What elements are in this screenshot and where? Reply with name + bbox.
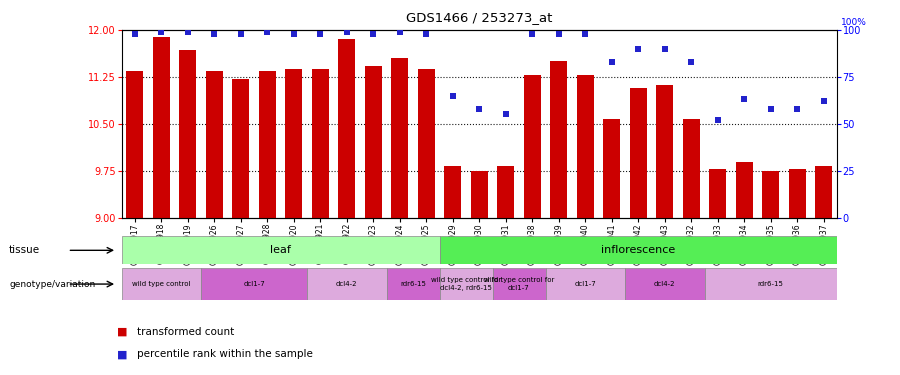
Bar xyxy=(735,162,753,218)
Bar xyxy=(364,66,382,218)
Point xyxy=(128,31,142,37)
Text: dcl1-7: dcl1-7 xyxy=(574,281,596,287)
Bar xyxy=(705,268,837,300)
Bar xyxy=(682,119,700,218)
Bar xyxy=(444,166,462,218)
Point xyxy=(181,29,195,35)
Bar xyxy=(201,268,307,300)
Text: percentile rank within the sample: percentile rank within the sample xyxy=(137,350,312,359)
Text: wild type control for
dcl4-2, rdr6-15: wild type control for dcl4-2, rdr6-15 xyxy=(431,278,501,291)
Bar xyxy=(392,58,409,217)
Bar xyxy=(258,70,276,217)
Text: genotype/variation: genotype/variation xyxy=(9,280,95,289)
Point xyxy=(446,93,460,99)
Point xyxy=(684,59,698,65)
Point xyxy=(578,31,592,37)
Point xyxy=(207,31,221,37)
Text: rdr6-15: rdr6-15 xyxy=(758,281,784,287)
Bar xyxy=(709,169,726,217)
Point xyxy=(631,46,645,52)
Bar xyxy=(492,268,545,300)
Bar xyxy=(497,166,515,218)
Bar xyxy=(788,169,806,217)
Bar xyxy=(122,268,201,300)
Bar xyxy=(311,69,328,218)
Text: inflorescence: inflorescence xyxy=(601,245,675,255)
Bar xyxy=(153,38,170,218)
Point xyxy=(525,31,539,37)
Point xyxy=(816,98,831,104)
Point xyxy=(499,111,513,117)
Bar xyxy=(338,39,356,218)
Bar xyxy=(418,69,435,218)
Bar xyxy=(815,166,832,218)
Text: GDS1466 / 253273_at: GDS1466 / 253273_at xyxy=(406,11,553,24)
Bar xyxy=(232,79,249,218)
Text: dcl4-2: dcl4-2 xyxy=(336,281,357,287)
Bar xyxy=(386,268,439,300)
Text: wild type control for
dcl1-7: wild type control for dcl1-7 xyxy=(484,278,554,291)
Bar xyxy=(545,268,625,300)
Bar xyxy=(630,87,647,218)
Bar xyxy=(524,75,541,217)
Point xyxy=(339,29,354,35)
Point xyxy=(366,31,381,37)
Point xyxy=(260,29,274,35)
Bar xyxy=(603,119,620,218)
Bar xyxy=(625,268,705,300)
Bar xyxy=(205,70,223,217)
Bar xyxy=(126,70,143,217)
Point xyxy=(552,31,566,37)
Point xyxy=(790,106,805,112)
Bar xyxy=(285,69,302,218)
Point xyxy=(234,31,248,37)
Point xyxy=(154,29,168,35)
Text: wild type control: wild type control xyxy=(132,281,191,287)
Bar xyxy=(550,61,567,217)
Text: transformed count: transformed count xyxy=(137,327,234,337)
Text: ■: ■ xyxy=(117,327,128,337)
Point xyxy=(286,31,301,37)
Point xyxy=(763,106,778,112)
Text: leaf: leaf xyxy=(270,245,291,255)
Bar xyxy=(122,236,439,264)
Text: dcl4-2: dcl4-2 xyxy=(654,281,676,287)
Bar xyxy=(307,268,386,300)
Bar xyxy=(577,75,594,217)
Text: tissue: tissue xyxy=(9,245,40,255)
Point xyxy=(472,106,486,112)
Bar xyxy=(471,171,488,217)
Point xyxy=(711,117,725,123)
Text: 100%: 100% xyxy=(842,18,867,27)
Bar xyxy=(439,268,492,300)
Point xyxy=(419,31,434,37)
Text: dcl1-7: dcl1-7 xyxy=(243,281,265,287)
Bar xyxy=(179,50,196,217)
Point xyxy=(605,59,619,65)
Point xyxy=(658,46,672,52)
Bar xyxy=(656,85,673,218)
Point xyxy=(392,29,407,35)
Text: ■: ■ xyxy=(117,350,128,359)
Bar xyxy=(762,171,779,217)
Text: rdr6-15: rdr6-15 xyxy=(400,281,426,287)
Bar xyxy=(439,236,837,264)
Point xyxy=(313,31,328,37)
Point xyxy=(737,96,751,102)
